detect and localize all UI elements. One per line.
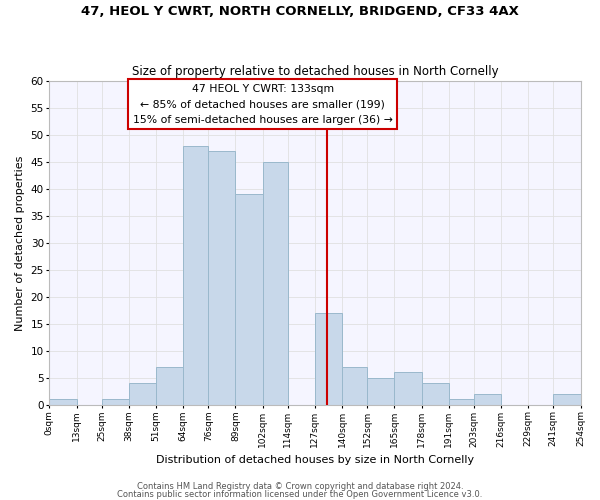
Bar <box>394 372 422 404</box>
Bar <box>208 151 235 405</box>
Bar <box>342 367 367 405</box>
Bar <box>449 400 474 404</box>
Bar <box>315 313 342 404</box>
Bar <box>474 394 501 404</box>
Bar <box>156 367 183 405</box>
Text: Contains public sector information licensed under the Open Government Licence v3: Contains public sector information licen… <box>118 490 482 499</box>
Bar <box>183 146 208 405</box>
Text: 47, HEOL Y CWRT, NORTH CORNELLY, BRIDGEND, CF33 4AX: 47, HEOL Y CWRT, NORTH CORNELLY, BRIDGEN… <box>81 5 519 18</box>
Y-axis label: Number of detached properties: Number of detached properties <box>15 155 25 330</box>
Bar <box>129 383 156 404</box>
Text: Contains HM Land Registry data © Crown copyright and database right 2024.: Contains HM Land Registry data © Crown c… <box>137 482 463 491</box>
Bar <box>235 194 263 404</box>
Bar <box>49 400 77 404</box>
Bar <box>367 378 394 404</box>
Text: 47 HEOL Y CWRT: 133sqm  
← 85% of detached houses are smaller (199)
15% of semi-: 47 HEOL Y CWRT: 133sqm ← 85% of detached… <box>133 84 392 125</box>
Bar <box>553 394 581 404</box>
Bar <box>422 383 449 404</box>
Title: Size of property relative to detached houses in North Cornelly: Size of property relative to detached ho… <box>131 66 498 78</box>
X-axis label: Distribution of detached houses by size in North Cornelly: Distribution of detached houses by size … <box>156 455 474 465</box>
Bar <box>101 400 129 404</box>
Bar <box>263 162 288 404</box>
